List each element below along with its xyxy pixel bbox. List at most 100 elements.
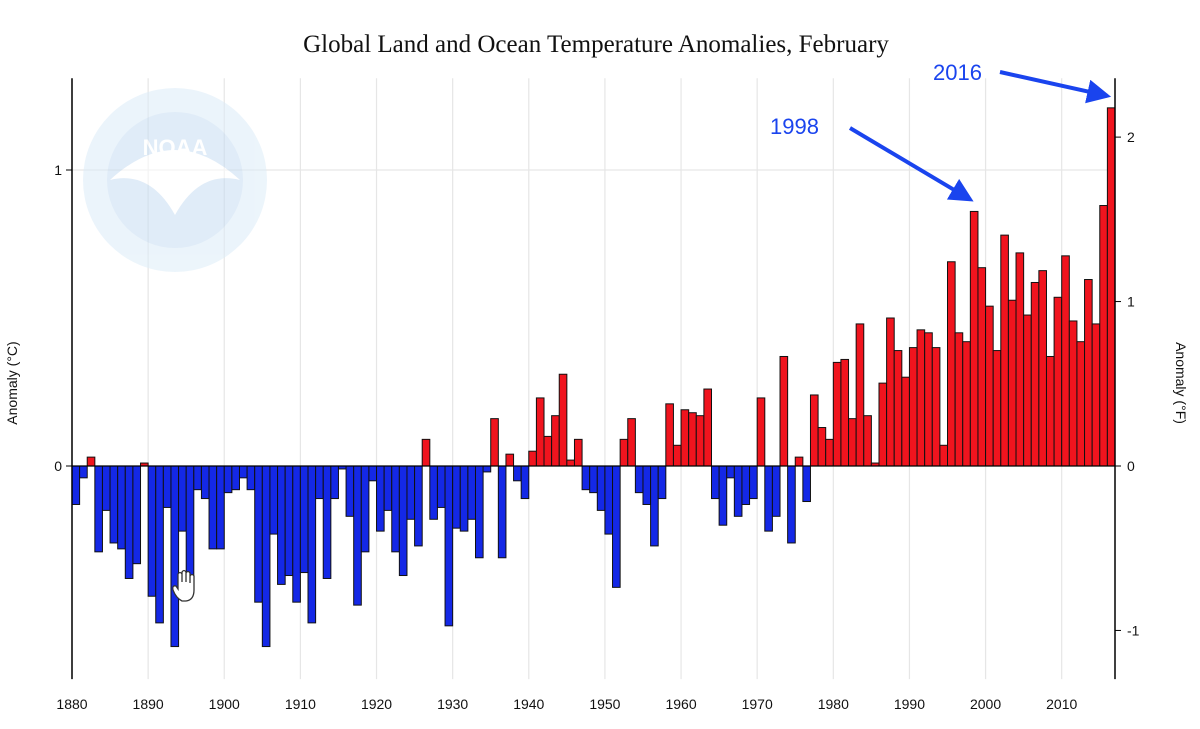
bar-1946: [573, 438, 583, 467]
bar-1892: [162, 465, 172, 508]
bar-2015: [1099, 205, 1108, 467]
x-tick-label: 1900: [209, 696, 240, 712]
bar-1961: [688, 412, 697, 467]
bar-1960: [680, 409, 690, 467]
x-tick-label: 1920: [361, 696, 392, 712]
bar-1922: [391, 465, 400, 553]
bar-1966: [726, 465, 735, 479]
bar-2004: [1015, 252, 1025, 467]
bar-1929: [444, 465, 454, 627]
x-tick-label: 1910: [285, 696, 316, 712]
bar-1970: [756, 397, 766, 467]
bar-1949: [596, 465, 606, 511]
bar-1983: [855, 323, 865, 467]
annotation-arrow-2016: [999, 70, 1112, 104]
bar-1909: [292, 465, 301, 603]
y-axis-label-left: Anomaly (°C): [4, 341, 20, 424]
bar-1989: [901, 376, 910, 467]
bar-1953: [627, 418, 636, 467]
bar-1990: [908, 347, 918, 467]
bar-1934: [482, 465, 492, 473]
bar-1968: [741, 465, 751, 505]
y-tick-label-right: -1: [1127, 622, 1140, 638]
bar-1886: [117, 465, 126, 550]
x-tick-label: 1940: [513, 696, 544, 712]
x-tick-label: 1930: [437, 696, 468, 712]
bar-1999: [977, 267, 987, 467]
bar-1885: [109, 465, 119, 544]
bar-1920: [376, 465, 385, 532]
bar-1928: [436, 465, 446, 508]
bar-1923: [398, 465, 408, 577]
bar-1894: [178, 465, 187, 532]
bar-1936: [497, 465, 507, 559]
bar-1895: [185, 465, 195, 585]
annotations: 1998 2016: [770, 60, 1112, 202]
bar-2014: [1091, 323, 1101, 467]
bar-1963: [703, 388, 713, 467]
bar-1903: [246, 465, 256, 491]
bar-1992: [924, 332, 933, 467]
x-tick-label: 1880: [56, 696, 87, 712]
bar-1977: [809, 394, 819, 467]
bar-1899: [216, 465, 225, 550]
bar-1890: [147, 465, 157, 597]
bar-1910: [299, 465, 309, 574]
bar-1937: [505, 453, 515, 467]
bar-1987: [886, 317, 895, 467]
bar-1908: [284, 465, 294, 577]
bar-1881: [79, 465, 88, 479]
bar-1942: [543, 435, 553, 467]
bar-1927: [429, 465, 438, 520]
hand-pointer-icon: [172, 569, 195, 602]
bar-1883: [94, 465, 103, 553]
bar-2002: [1000, 234, 1009, 467]
x-tick-label: 1890: [133, 696, 164, 712]
bar-1971: [764, 465, 773, 532]
bar-1988: [893, 350, 903, 467]
bar-1973: [779, 355, 789, 467]
bar-1954: [634, 465, 644, 494]
bar-1919: [368, 465, 378, 482]
bar-1940: [528, 450, 537, 467]
bar-1907: [277, 465, 286, 585]
bar-1902: [238, 465, 248, 479]
bar-1951: [612, 465, 621, 588]
bar-1996: [954, 332, 964, 467]
bar-1918: [360, 465, 370, 553]
bar-1896: [193, 465, 202, 491]
bar-2010: [1061, 255, 1070, 467]
axes: 1880 1890 1900 1910 1920 1930 1940 1950 1960 1970…: [54, 78, 1140, 712]
bar-1980: [832, 361, 842, 467]
bar-1926: [421, 438, 431, 467]
bar-2009: [1053, 296, 1063, 467]
bar-1891: [155, 465, 164, 624]
bar-1925: [414, 465, 423, 547]
bar-1969: [749, 465, 758, 500]
bar-1955: [642, 465, 652, 505]
bar-2011: [1068, 320, 1078, 467]
bar-1975: [794, 456, 804, 467]
bar-1944: [558, 373, 568, 467]
bar-2016: [1106, 107, 1116, 467]
bar-1906: [269, 465, 279, 535]
bar-1931: [459, 465, 469, 532]
bar-1974: [787, 465, 796, 544]
logo-text: NOAA: [143, 135, 208, 160]
y-axis-label-right: Anomaly (°F): [1173, 342, 1189, 424]
x-tick-label: 1970: [742, 696, 773, 712]
bar-2013: [1084, 279, 1093, 467]
bar-1897: [200, 465, 210, 500]
x-tick-label: 1990: [894, 696, 925, 712]
bar-1981: [840, 358, 850, 467]
bar-1893: [170, 465, 180, 648]
y-tick-label-right: 0: [1127, 458, 1135, 474]
bar-2005: [1023, 314, 1032, 467]
bar-2012: [1076, 341, 1086, 467]
annotation-label-2016: 2016: [933, 60, 982, 85]
bar-1917: [353, 465, 362, 606]
bar-1965: [718, 465, 728, 526]
bar-1995: [947, 261, 956, 467]
bar-1901: [231, 465, 240, 491]
